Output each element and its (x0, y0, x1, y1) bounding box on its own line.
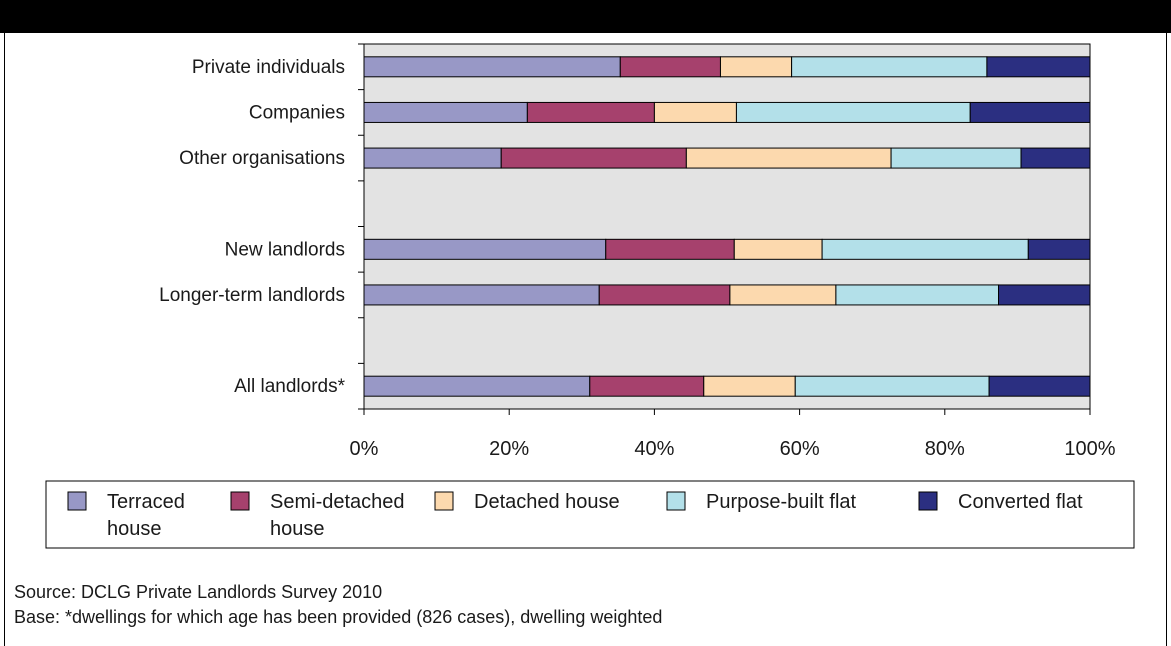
bars-group (363, 56, 1091, 397)
x-tick-label: 40% (634, 438, 674, 460)
bar-converted-flat-companies (969, 101, 1091, 123)
bar-terraced-house-private-individuals (363, 56, 621, 78)
bar-semi-detached-house-private-individuals (619, 56, 721, 78)
plot-area (363, 43, 1091, 410)
legend-box (45, 480, 1135, 549)
bar-terraced-house-other-organisations (363, 147, 502, 169)
bar-purpose-built-flat-longer-term-landlords (835, 284, 1000, 306)
stacked-bar-chart: Private individuals Companies Other organi… (45, 43, 1135, 549)
bar-purpose-built-flat-companies (735, 101, 971, 123)
category-label: Other organisations (179, 148, 345, 169)
bar-purpose-built-flat-new-landlords (821, 238, 1029, 260)
bar-semi-detached-house-all-landlords (589, 375, 705, 397)
x-tick-label: 60% (780, 438, 820, 460)
bar-terraced-house-all-landlords (363, 375, 591, 397)
bar-converted-flat-all-landlords (988, 375, 1091, 397)
bar-terraced-house-companies (363, 101, 528, 123)
x-axis: 0% 20% 40% 60% 80% 100% (350, 409, 1116, 460)
x-tick-label: 0% (350, 438, 379, 460)
legend: Terraced house Semi-detached house Detached … (45, 480, 1135, 549)
legend-label: Detached house (474, 491, 620, 513)
x-tick-label: 80% (925, 438, 965, 460)
y-axis: Private individuals Companies Other organi… (159, 43, 364, 410)
bar-terraced-house-new-landlords (363, 238, 607, 260)
legend-swatch-terraced-house (67, 491, 87, 511)
x-tick-label: 100% (1064, 438, 1115, 460)
bar-semi-detached-house-other-organisations (500, 147, 687, 169)
bar-purpose-built-flat-private-individuals (791, 56, 988, 78)
base-note: Base: *dwellings for which age has been … (14, 607, 663, 627)
legend-swatch-semi-detached-house (230, 491, 250, 511)
bar-detached-house-new-landlords (733, 238, 823, 260)
legend-label-line2: house (107, 518, 162, 540)
bar-purpose-built-flat-all-landlords (794, 375, 990, 397)
source-note: Source: DCLG Private Landlords Survey 20… (14, 582, 383, 602)
legend-label-line2: house (270, 518, 325, 540)
bar-converted-flat-longer-term-landlords (998, 284, 1091, 306)
bar-detached-house-other-organisations (685, 147, 892, 169)
bar-purpose-built-flat-other-organisations (890, 147, 1022, 169)
legend-label: Converted flat (958, 491, 1083, 513)
category-label: Private individuals (192, 57, 345, 78)
category-label: Longer-term landlords (159, 285, 345, 306)
legend-swatch-converted-flat (918, 491, 938, 511)
bar-detached-house-private-individuals (719, 56, 793, 78)
bar-semi-detached-house-new-landlords (605, 238, 735, 260)
header-bar (0, 0, 1171, 33)
legend-swatch-purpose-built-flat (666, 491, 686, 511)
bar-semi-detached-house-companies (526, 101, 655, 123)
legend-label: Purpose-built flat (706, 491, 857, 513)
left-border (4, 33, 5, 646)
category-label: All landlords* (234, 376, 345, 397)
x-tick-label: 20% (489, 438, 529, 460)
bar-converted-flat-private-individuals (986, 56, 1091, 78)
right-border (1166, 33, 1167, 646)
bar-terraced-house-longer-term-landlords (363, 284, 600, 306)
bar-detached-house-companies (653, 101, 737, 123)
category-label: Companies (249, 102, 345, 123)
bar-detached-house-all-landlords (703, 375, 796, 397)
bar-converted-flat-new-landlords (1027, 238, 1091, 260)
legend-label: Semi-detached (270, 491, 405, 513)
legend-swatch-detached-house (434, 491, 454, 511)
bar-converted-flat-other-organisations (1020, 147, 1091, 169)
bar-detached-house-longer-term-landlords (729, 284, 837, 306)
legend-label: Terraced (107, 491, 185, 513)
category-label: New landlords (225, 239, 345, 260)
bar-semi-detached-house-longer-term-landlords (598, 284, 731, 306)
